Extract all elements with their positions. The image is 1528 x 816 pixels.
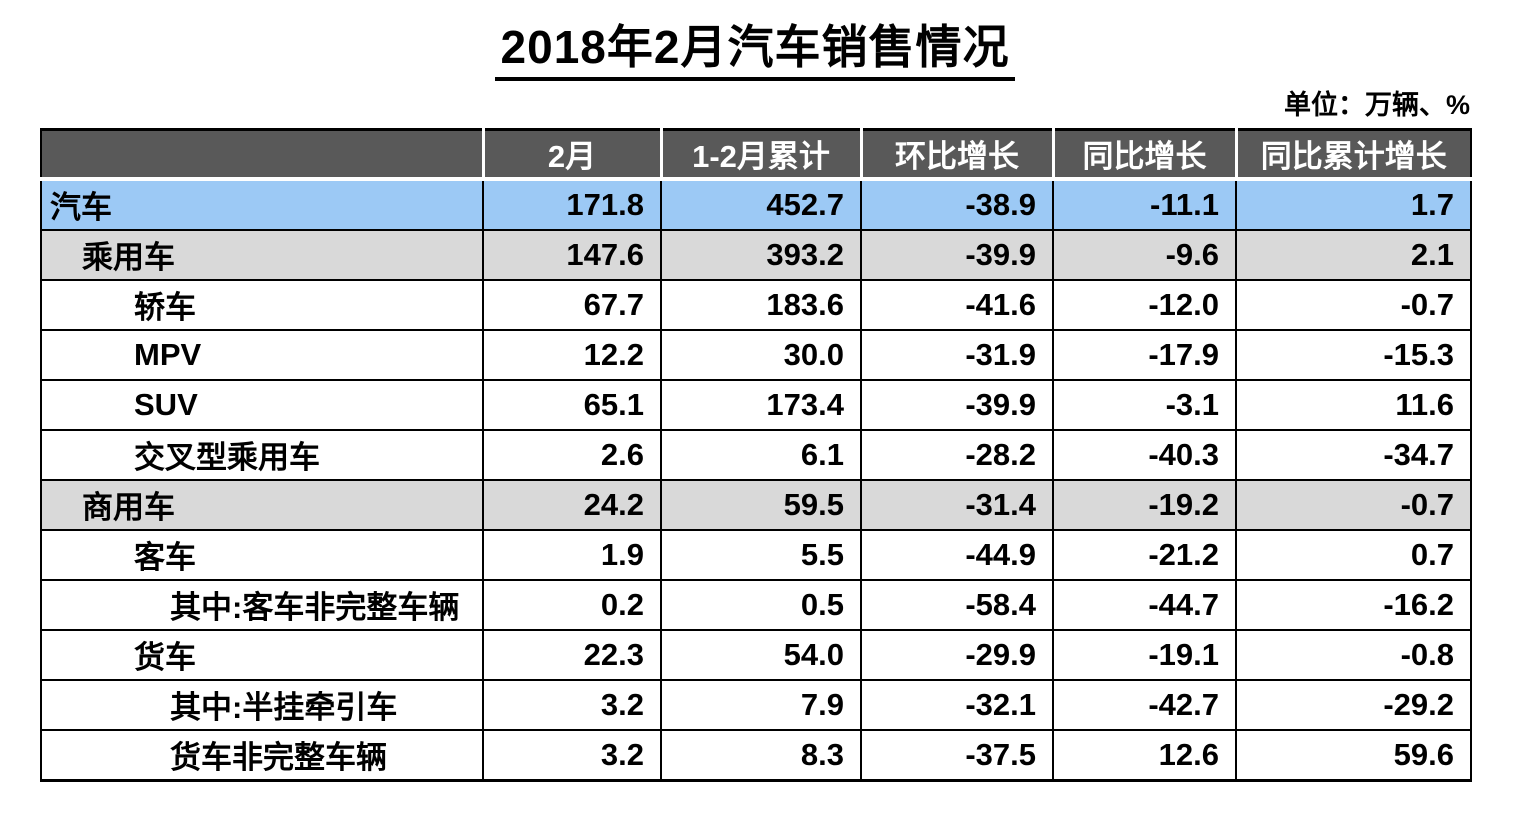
value-cell: -40.3 — [1052, 428, 1237, 481]
table-row: 货车 22.3 54.0 -29.9 -19.1 -0.8 — [40, 628, 1472, 681]
table-row: 货车非完整车辆 3.2 8.3 -37.5 12.6 59.6 — [40, 728, 1472, 782]
value-cell: 0.5 — [660, 578, 862, 631]
value-cell: 3.2 — [482, 678, 662, 731]
header-cell-mom-growth: 环比增长 — [859, 129, 1053, 181]
table-row: 其中:半挂牵引车 3.2 7.9 -32.1 -42.7 -29.2 — [40, 678, 1472, 731]
value-cell: -19.1 — [1052, 628, 1237, 681]
table-row: 客车 1.9 5.5 -44.9 -21.2 0.7 — [40, 528, 1472, 581]
value-cell: -37.5 — [860, 728, 1054, 782]
value-cell: 11.6 — [1235, 378, 1472, 431]
value-cell: -29.9 — [860, 628, 1054, 681]
row-label-cell: 轿车 — [40, 278, 484, 331]
header-cell-cumulative: 1-2月累计 — [659, 129, 861, 181]
value-cell: 8.3 — [660, 728, 862, 782]
value-cell: 59.5 — [660, 478, 862, 531]
value-cell: -15.3 — [1235, 328, 1472, 381]
value-cell: -0.8 — [1235, 628, 1472, 681]
value-cell: 30.0 — [660, 328, 862, 381]
value-cell: 12.6 — [1052, 728, 1237, 782]
header-cell-february: 2月 — [481, 129, 661, 181]
value-cell: 3.2 — [482, 728, 662, 782]
value-cell: 1.9 — [482, 528, 662, 581]
value-cell: 6.1 — [660, 428, 862, 481]
row-label-cell: 乘用车 — [40, 228, 484, 281]
value-cell: -32.1 — [860, 678, 1054, 731]
value-cell: 7.9 — [660, 678, 862, 731]
value-cell: 65.1 — [482, 378, 662, 431]
table-row: 交叉型乘用车 2.6 6.1 -28.2 -40.3 -34.7 — [40, 428, 1472, 481]
unit-label: 单位：万辆、% — [1283, 89, 1470, 120]
value-cell: -38.9 — [860, 177, 1054, 231]
page-title: 2018年2月汽车销售情况 — [494, 22, 1016, 81]
table-body: 汽车 171.8 452.7 -38.9 -11.1 1.7 乘用车 147.6 393.… — [40, 177, 1472, 782]
value-cell: -28.2 — [860, 428, 1054, 481]
table-row: 轿车 67.7 183.6 -41.6 -12.0 -0.7 — [40, 278, 1472, 331]
header-cell-category — [41, 129, 483, 181]
value-cell: 22.3 — [482, 628, 662, 681]
row-label-cell: 货车 — [40, 628, 484, 681]
value-cell: -34.7 — [1235, 428, 1472, 481]
value-cell: 171.8 — [482, 177, 662, 231]
value-cell: 2.1 — [1235, 228, 1472, 281]
value-cell: -11.1 — [1052, 177, 1237, 231]
value-cell: -41.6 — [860, 278, 1054, 331]
table-row: 商用车 24.2 59.5 -31.4 -19.2 -0.7 — [40, 478, 1472, 531]
value-cell: 393.2 — [660, 228, 862, 281]
table-row: SUV 65.1 173.4 -39.9 -3.1 11.6 — [40, 378, 1472, 431]
value-cell: 0.2 — [482, 578, 662, 631]
row-label-cell: 其中:半挂牵引车 — [40, 678, 484, 731]
unit-wrap: 单位：万辆、% — [40, 83, 1470, 122]
row-label-cell: 其中:客车非完整车辆 — [40, 578, 484, 631]
value-cell: 24.2 — [482, 478, 662, 531]
value-cell: -21.2 — [1052, 528, 1237, 581]
table-header: 2月 1-2月累计 环比增长 同比增长 同比累计增长 — [41, 129, 1471, 181]
value-cell: -19.2 — [1052, 478, 1237, 531]
value-cell: -12.0 — [1052, 278, 1237, 331]
value-cell: -44.9 — [860, 528, 1054, 581]
sales-table: 2月 1-2月累计 环比增长 同比增长 同比累计增长 汽车 171.8 452.7… — [40, 127, 1472, 782]
value-cell: 5.5 — [660, 528, 862, 581]
value-cell: 173.4 — [660, 378, 862, 431]
header-row: 2月 1-2月累计 环比增长 同比增长 同比累计增长 — [41, 129, 1471, 181]
value-cell: 147.6 — [482, 228, 662, 281]
row-label-cell: 客车 — [40, 528, 484, 581]
value-cell: 54.0 — [660, 628, 862, 681]
value-cell: -29.2 — [1235, 678, 1472, 731]
table-row: 其中:客车非完整车辆 0.2 0.5 -58.4 -44.7 -16.2 — [40, 578, 1472, 631]
title-wrap: 2018年2月汽车销售情况 — [40, 0, 1470, 81]
row-label-cell: 交叉型乘用车 — [40, 428, 484, 481]
value-cell: -39.9 — [860, 228, 1054, 281]
row-label-cell: 商用车 — [40, 478, 484, 531]
value-cell: -0.7 — [1235, 478, 1472, 531]
value-cell: 1.7 — [1235, 177, 1472, 231]
value-cell: -39.9 — [860, 378, 1054, 431]
header-cell-yoy-cum-growth: 同比累计增长 — [1234, 129, 1471, 181]
value-cell: -0.7 — [1235, 278, 1472, 331]
value-cell: -44.7 — [1052, 578, 1237, 631]
table-row: 乘用车 147.6 393.2 -39.9 -9.6 2.1 — [40, 228, 1472, 281]
value-cell: -58.4 — [860, 578, 1054, 631]
header-cell-yoy-growth: 同比增长 — [1051, 129, 1236, 181]
value-cell: 183.6 — [660, 278, 862, 331]
value-cell: 0.7 — [1235, 528, 1472, 581]
value-cell: -3.1 — [1052, 378, 1237, 431]
value-cell: 452.7 — [660, 177, 862, 231]
value-cell: -42.7 — [1052, 678, 1237, 731]
table-row: MPV 12.2 30.0 -31.9 -17.9 -15.3 — [40, 328, 1472, 381]
value-cell: -17.9 — [1052, 328, 1237, 381]
row-label-cell: 货车非完整车辆 — [40, 728, 484, 782]
value-cell: 12.2 — [482, 328, 662, 381]
value-cell: -9.6 — [1052, 228, 1237, 281]
row-label-cell: MPV — [40, 328, 484, 381]
value-cell: -16.2 — [1235, 578, 1472, 631]
value-cell: -31.4 — [860, 478, 1054, 531]
table-row: 汽车 171.8 452.7 -38.9 -11.1 1.7 — [40, 177, 1472, 231]
value-cell: -31.9 — [860, 328, 1054, 381]
value-cell: 67.7 — [482, 278, 662, 331]
row-label-cell: 汽车 — [40, 177, 484, 231]
value-cell: 59.6 — [1235, 728, 1472, 782]
row-label-cell: SUV — [40, 378, 484, 431]
value-cell: 2.6 — [482, 428, 662, 481]
